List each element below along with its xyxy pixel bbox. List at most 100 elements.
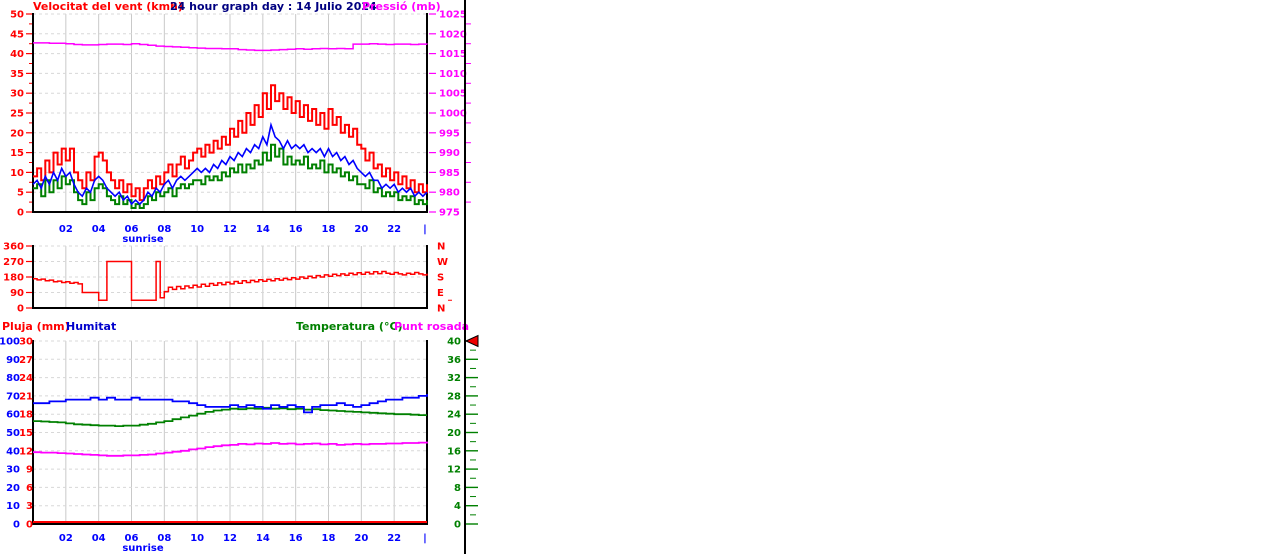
x-axis-end-tick: | xyxy=(423,224,427,235)
rain-axis-title: Pluja (mm) xyxy=(2,320,70,333)
chart-rain-humidity-temperature: 0102030405060708090100036912151821242730… xyxy=(0,334,479,554)
axis-tick-label: 30 xyxy=(6,465,20,476)
axis-tick-label: 40 xyxy=(6,446,20,457)
x-tick-label: 06 xyxy=(125,224,139,235)
graph-title: 24 hour graph day : 14 Julio 2024 xyxy=(170,0,377,13)
axis-tick-label: 18 xyxy=(19,410,33,421)
axis-tick-label: 985 xyxy=(439,168,460,179)
x-tick-label: 14 xyxy=(256,533,270,544)
axis-tick-label: N xyxy=(437,242,445,253)
axis-tick-label: 5 xyxy=(17,188,24,199)
axis-tick-label: 15 xyxy=(19,428,33,439)
axis-tick-label: 990 xyxy=(439,148,460,159)
axis-tick-label: 27 xyxy=(19,355,33,366)
x-tick-label: 02 xyxy=(59,533,73,544)
x-tick-label: 12 xyxy=(223,224,237,235)
axis-tick-label: 50 xyxy=(10,10,24,21)
axis-tick-label: 45 xyxy=(10,29,24,40)
axis-tick-label: 16 xyxy=(447,446,461,457)
axis-tick-label: 21 xyxy=(19,391,33,402)
axis-tick-label: 1020 xyxy=(439,29,467,40)
series-wind-direction xyxy=(33,260,428,302)
axis-tick-label: 90 xyxy=(10,288,24,299)
axis-tick-label: 10 xyxy=(10,168,24,179)
axis-tick-label: 1015 xyxy=(439,49,467,60)
axis-tick-label: 975 xyxy=(439,208,460,219)
axis-tick-label: 0 xyxy=(17,208,24,219)
axis-tick-label: 360 xyxy=(3,242,24,253)
axis-tick-label: 9 xyxy=(26,465,33,476)
axis-tick-label: 0 xyxy=(13,520,20,531)
temperature-scale-arrow xyxy=(464,334,479,348)
axis-tick-label: 8 xyxy=(454,483,461,494)
x-tick-label: 14 xyxy=(256,224,270,235)
x-tick-label: 10 xyxy=(190,533,204,544)
series-dew-point xyxy=(33,441,428,457)
axis-tick-label: 1010 xyxy=(439,69,467,80)
x-tick-label: 06 xyxy=(125,533,139,544)
x-tick-label: 02 xyxy=(59,224,73,235)
axis-tick-label: 70 xyxy=(6,391,20,402)
series-humidity xyxy=(33,394,428,414)
axis-tick-label: 20 xyxy=(447,428,461,439)
x-tick-label: 22 xyxy=(387,224,401,235)
axis-tick-label: N xyxy=(437,304,445,315)
x-axis-end-tick: | xyxy=(423,533,427,544)
axis-tick-label: 0 xyxy=(26,520,33,531)
axis-tick-label: 28 xyxy=(447,391,461,402)
axis-tick-label: W xyxy=(437,257,448,268)
axis-tick-label: 15 xyxy=(10,148,24,159)
series-wind-speed xyxy=(33,143,428,209)
x-tick-label: 04 xyxy=(92,224,106,235)
axis-tick-label: 80 xyxy=(6,373,20,384)
axis-tick-label: 980 xyxy=(439,188,460,199)
axis-tick-label: 1005 xyxy=(439,89,467,100)
axis-tick-label: 30 xyxy=(10,89,24,100)
axis-tick-label: 50 xyxy=(6,428,20,439)
axis-tick-label: 40 xyxy=(10,49,24,60)
axis-tick-label: 0 xyxy=(17,304,24,315)
sunrise-label: sunrise xyxy=(122,234,164,245)
x-tick-label: 08 xyxy=(157,533,171,544)
axis-tick-label: 20 xyxy=(10,128,24,139)
wind-axis-title: Velocitat del vent (kmh) xyxy=(33,0,183,13)
dewpoint-axis-title: Punt rosada xyxy=(394,320,470,333)
axis-tick-label: 6 xyxy=(26,483,33,494)
pressure-axis-title: Pressió (mb) xyxy=(362,0,441,13)
axis-tick-label: 24 xyxy=(447,410,461,421)
axis-tick-label: 20 xyxy=(6,483,20,494)
series-temperature xyxy=(33,406,427,427)
axis-tick-label: 25 xyxy=(10,109,24,120)
x-tick-label: 16 xyxy=(289,533,303,544)
series-pressure xyxy=(33,42,428,52)
series-wind-average xyxy=(32,121,428,206)
axis-tick-label: 32 xyxy=(447,373,461,384)
sunrise-label: sunrise xyxy=(122,543,164,554)
temperature-axis-title: Temperatura (°C) xyxy=(296,320,403,333)
chart-wind-pressure: 0510152025303540455097598098599099510001… xyxy=(10,10,471,245)
axis-tick-label: E xyxy=(437,288,444,299)
x-tick-label: 10 xyxy=(190,224,204,235)
axis-tick-label: 60 xyxy=(6,410,20,421)
axis-tick-label: 12 xyxy=(447,465,461,476)
axis-tick-label: 995 xyxy=(439,128,460,139)
axis-tick-label: 0 xyxy=(454,520,461,531)
axis-tick-label: S xyxy=(437,273,444,284)
x-tick-label: 20 xyxy=(354,224,368,235)
axis-tick-label: 12 xyxy=(19,446,33,457)
axis-tick-label: 35 xyxy=(10,69,24,80)
x-tick-label: 20 xyxy=(354,533,368,544)
x-tick-label: 18 xyxy=(322,533,336,544)
humidity-axis-title: Humitat xyxy=(66,320,117,333)
axis-tick-label: 90 xyxy=(6,355,20,366)
axis-tick-label: 3 xyxy=(26,501,33,512)
series-wind-gust xyxy=(33,84,428,202)
x-tick-label: 16 xyxy=(289,224,303,235)
axis-tick-label: 100 xyxy=(0,337,20,348)
axis-tick-label: 10 xyxy=(6,501,20,512)
x-tick-label: 08 xyxy=(157,224,171,235)
image-right-border-line xyxy=(464,0,466,554)
